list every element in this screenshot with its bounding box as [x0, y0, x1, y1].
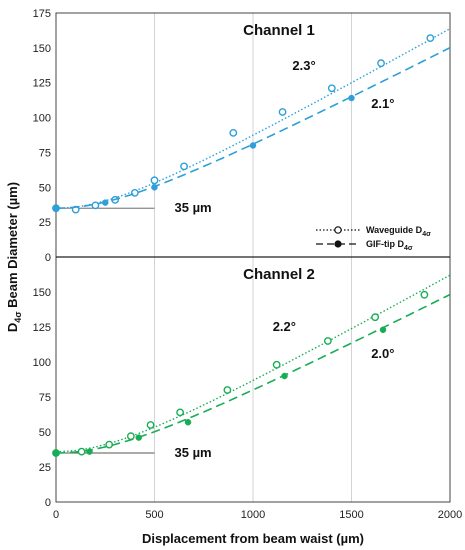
channel-1-waveguide-series-point: [229, 129, 238, 137]
channel-2-waveguide-series-point: [77, 447, 86, 456]
channel-2-waveguide-series-point: [272, 360, 281, 369]
channel-1-y-tick-label: 0: [45, 252, 51, 264]
channel-2-gif-tip-series-point: [379, 326, 387, 334]
channel-2-gif-tip-series-point: [135, 434, 142, 441]
channel-2-gif-tip-series-angle-label: 2.0°: [371, 346, 394, 361]
channel-1-waveguide-series-point: [150, 176, 159, 185]
channel-2-waveguide-series-angle-label: 2.2°: [273, 319, 296, 334]
channel-1-y-tick-label: 75: [39, 147, 51, 159]
channel-1-waveguide-series-point: [130, 188, 139, 197]
channel-2-waveguide-series-point: [105, 440, 114, 449]
channel-1-waveguide-series-point: [278, 108, 287, 116]
channel-2-waveguide-series-point: [176, 408, 185, 417]
channel-1-y-tick-label: 150: [33, 43, 51, 55]
channel-1-waveguide-series-fit-line: [55, 27, 451, 209]
channel-1-gif-tip-series-point: [348, 94, 355, 102]
channel-1-waveguide-series-point: [426, 34, 435, 42]
channel-1-title: Channel 1: [243, 22, 315, 39]
channel-2-y-tick-label: 125: [33, 322, 51, 334]
y-axis-label: D4σ Beam Diameter (µm): [5, 182, 23, 332]
channel-2-title: Channel 2: [243, 266, 315, 283]
channel-2-gif-tip-series-point: [86, 448, 93, 455]
channel-1-gif-tip-series-point: [151, 184, 158, 191]
channel-1-y-tick-label: 100: [33, 113, 51, 125]
channel-2-y-tick-label: 75: [39, 392, 51, 404]
channel-2-y-tick-label: 50: [39, 427, 51, 439]
channel-1-y-tick-label: 25: [39, 217, 51, 229]
legend-marker-open-circle: [334, 226, 342, 234]
channel-1-gif-tip-series-point: [52, 204, 60, 212]
channel-2-y-tick-label: 0: [45, 497, 51, 509]
channel-2-waist-label: 35 µm: [175, 445, 212, 460]
channel-2-gif-tip-series-point: [281, 372, 288, 380]
channel-2-waveguide-series-point: [146, 421, 155, 429]
channel-1-waveguide-series-point: [377, 59, 385, 68]
channel-1-y-tick-label: 50: [39, 182, 51, 194]
channel-1-y-tick-label: 175: [33, 8, 51, 20]
channel-1-gif-tip-series-fit-line: [56, 46, 451, 209]
channel-2-y-tick-label: 150: [33, 287, 51, 299]
x-tick-label: 0: [53, 509, 59, 521]
x-tick-label: 1500: [339, 509, 363, 521]
legend-marker-filled-circle: [334, 240, 342, 248]
channel-2-waveguide-series-fit-line: [56, 274, 451, 453]
channel-2-y-tick-label: 25: [39, 462, 51, 474]
x-tick-label: 500: [145, 509, 163, 521]
channel-2-y-tick-label: 100: [33, 357, 51, 369]
channel-2-waveguide-series-point: [223, 386, 232, 394]
channel-1-waist-label: 35 µm: [175, 200, 212, 215]
channel-1-gif-tip-series-angle-label: 2.1°: [371, 96, 394, 111]
x-axis-label: Displacement from beam waist (µm): [142, 531, 364, 546]
x-tick-label: 2000: [438, 509, 462, 521]
channel-2-waveguide-series-point: [420, 290, 429, 299]
channel-2-gif-tip-series-point: [52, 449, 60, 457]
channel-1-waveguide-series-angle-label: 2.3°: [292, 58, 315, 73]
text-layer: 35 µm 0 25 50 75 100 125 150 175 Channel 1 2.3° 2.1…: [5, 8, 462, 546]
x-tick-label: 1000: [241, 509, 265, 521]
legend-entry-label: GIF-tip D4σ: [366, 239, 413, 252]
channel-2-waveguide-series-point: [371, 313, 380, 322]
channel-1-waveguide-series-point: [180, 162, 188, 171]
channel-2-gif-tip-series-point: [184, 418, 192, 426]
channel-1-gif-tip-series-point: [249, 142, 257, 149]
channel-1-waveguide-series-point: [327, 84, 336, 93]
channel-2-waveguide-series-point: [323, 337, 332, 345]
channel-1-y-tick-label: 125: [33, 78, 51, 90]
legend-entry-label: Waveguide D4σ: [366, 225, 431, 238]
channel-1-gif-tip-series-point: [102, 199, 109, 206]
series-layer: [52, 27, 451, 457]
